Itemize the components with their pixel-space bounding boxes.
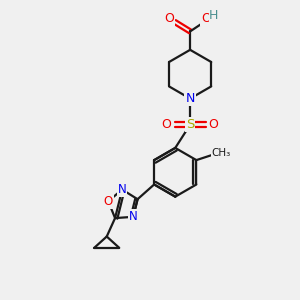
Text: CH₃: CH₃	[212, 148, 231, 158]
Text: S: S	[186, 118, 194, 131]
Text: N: N	[129, 210, 138, 223]
Text: O: O	[103, 195, 113, 208]
Text: O: O	[164, 12, 174, 26]
Text: O: O	[209, 118, 218, 131]
Text: N: N	[185, 92, 195, 105]
Text: O: O	[201, 12, 211, 25]
Text: N: N	[118, 183, 127, 196]
Text: H: H	[209, 9, 219, 22]
Text: O: O	[162, 118, 172, 131]
